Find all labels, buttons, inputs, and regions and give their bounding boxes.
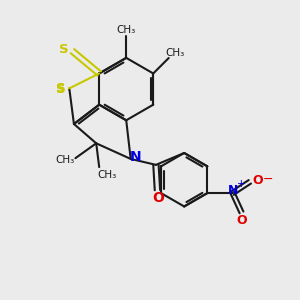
Text: S: S: [56, 82, 66, 95]
Text: −: −: [263, 173, 274, 186]
Text: CH₃: CH₃: [56, 155, 75, 165]
Text: O: O: [152, 190, 164, 205]
Text: N: N: [129, 150, 141, 164]
Text: S: S: [56, 83, 66, 96]
Text: S: S: [59, 43, 69, 56]
Text: O: O: [237, 214, 248, 227]
Text: +: +: [237, 179, 246, 189]
Text: O: O: [253, 174, 263, 187]
Text: N: N: [228, 184, 238, 197]
Text: CH₃: CH₃: [166, 48, 185, 58]
Text: CH₃: CH₃: [97, 170, 116, 180]
Text: CH₃: CH₃: [117, 25, 136, 35]
